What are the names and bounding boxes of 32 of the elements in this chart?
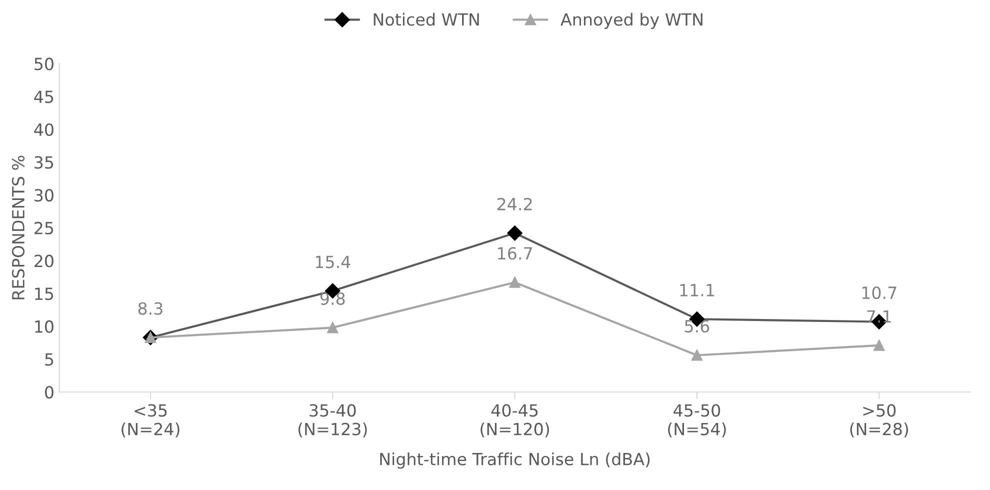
y-tick-label: 50 [34, 58, 54, 70]
legend-label: Annoyed by WTN [560, 12, 702, 29]
point [691, 350, 703, 361]
data-label: 10.7 [862, 286, 896, 300]
point [509, 276, 520, 288]
point [874, 340, 885, 351]
y-tick-label: 45 [34, 90, 54, 104]
x-tick-label: 40-45 (N=120) [480, 404, 549, 438]
y-tick-label: 40 [34, 123, 54, 136]
y-tick-label: 10 [35, 320, 54, 333]
data-label: 15.4 [316, 256, 350, 268]
data-label: 5.6 [684, 320, 710, 333]
point [327, 322, 338, 334]
x-tick-label: 35-40 (N=123) [298, 404, 367, 438]
data-label: 16.7 [498, 247, 532, 260]
legend-label: Noticed WTN [374, 12, 479, 26]
y-tick-label: 20 [34, 254, 54, 268]
x-tick-label: >50 (N=28) [850, 404, 908, 438]
y-tick-label: 35 [34, 156, 54, 169]
data-label: 24.2 [497, 198, 532, 210]
data-label: 8.3 [138, 302, 162, 315]
y-tick-label: 25 [34, 222, 54, 234]
y-tick-label: 0 [45, 386, 54, 399]
y-tick-label: 15 [35, 288, 54, 300]
y-tick-label: 5 [45, 353, 54, 366]
x-tick-label: <35 (N=24) [122, 404, 180, 438]
data-label: 9.8 [320, 292, 345, 305]
data-label: 11.1 [680, 284, 714, 296]
y-axis-title: RESPONDENTS % [12, 156, 25, 300]
y-tick-label: 30 [34, 188, 54, 202]
x-axis-title: Night-time Traffic Noise Ln (dBA) [380, 452, 650, 469]
x-tick-label: 45-50 (N=54) [668, 404, 726, 438]
